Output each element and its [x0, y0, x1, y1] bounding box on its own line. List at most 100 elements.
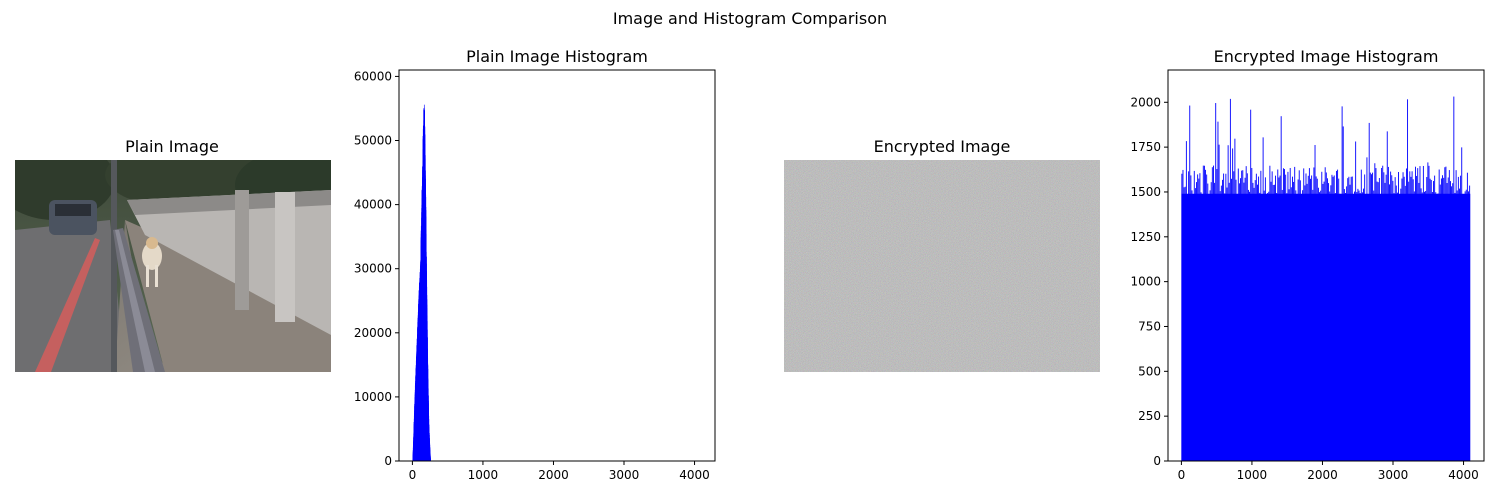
histogram-bar	[1244, 177, 1246, 461]
histogram-bar	[1386, 131, 1388, 461]
histogram-bar	[1290, 187, 1292, 461]
histogram-bar	[1295, 190, 1297, 462]
histogram-bar	[1369, 172, 1371, 461]
histogram-bar	[1355, 141, 1357, 461]
histogram-bar	[1288, 189, 1290, 461]
x-tick-label: 2000	[1307, 468, 1338, 482]
histogram-bar	[1305, 173, 1307, 461]
histogram-bar	[1439, 184, 1441, 461]
histogram-bar	[430, 458, 431, 461]
histogram-bar	[1223, 173, 1225, 461]
histogram-bar	[1211, 167, 1213, 462]
histogram-bar	[1401, 178, 1403, 461]
plain-histogram-xaxis: 0 1000 2000 3000 4000	[409, 461, 710, 482]
histogram-bar	[1328, 183, 1330, 461]
histogram-bar	[1363, 188, 1365, 461]
histogram-bar	[1201, 195, 1203, 461]
histogram-bar	[1243, 182, 1245, 461]
x-tick-label: 0	[1178, 468, 1186, 482]
histogram-bar	[1420, 188, 1422, 462]
histogram-bar	[430, 459, 431, 461]
histogram-bar	[1421, 192, 1423, 461]
y-tick-label: 50000	[354, 134, 392, 148]
histogram-bar	[1273, 184, 1275, 462]
histogram-bar	[1224, 193, 1226, 462]
histogram-bar	[1422, 165, 1424, 462]
histogram-bar	[1360, 169, 1362, 461]
plain-image-title: Plain Image	[125, 137, 219, 156]
histogram-bar	[1460, 175, 1462, 461]
histogram-bar	[1307, 175, 1309, 461]
histogram-bar	[1395, 185, 1397, 461]
histogram-bar	[1287, 171, 1289, 461]
histogram-bar	[1382, 165, 1384, 461]
histogram-bar	[1209, 190, 1211, 461]
histogram-bar	[1292, 176, 1293, 461]
histogram-bar	[1233, 171, 1235, 461]
histogram-bar	[1228, 182, 1230, 462]
histogram-bar	[1385, 174, 1387, 461]
histogram-bar	[1412, 179, 1414, 461]
histogram-bar	[1391, 175, 1393, 461]
histogram-bar	[1469, 185, 1471, 461]
y-tick-label: 40000	[354, 198, 392, 212]
histogram-bar	[1247, 189, 1249, 461]
plain-histogram-bars	[412, 104, 431, 462]
histogram-bar	[1192, 211, 1194, 461]
histogram-bar	[1306, 183, 1308, 461]
histogram-bar	[1444, 167, 1446, 461]
histogram-bar	[1299, 180, 1301, 461]
histogram-bar	[1264, 177, 1266, 462]
histogram-bar	[1356, 192, 1358, 461]
histogram-bar	[1261, 210, 1263, 461]
histogram-bar	[1410, 176, 1412, 461]
histogram-bar	[1196, 182, 1197, 462]
histogram-bar	[1418, 182, 1420, 461]
histogram-bar	[1428, 165, 1430, 461]
histogram-bar	[1207, 183, 1209, 461]
histogram-bar	[1456, 190, 1458, 461]
histogram-bar	[1185, 141, 1187, 461]
histogram-bar	[1455, 170, 1457, 461]
y-tick-label: 0	[384, 454, 392, 468]
histogram-bar	[1320, 190, 1322, 461]
encrypted-histogram-bars	[1181, 96, 1471, 462]
x-tick-label: 0	[409, 468, 417, 482]
x-tick-label: 4000	[1448, 468, 1479, 482]
histogram-bar	[1213, 165, 1214, 462]
histogram-bar	[1198, 178, 1200, 462]
histogram-bar	[1390, 171, 1392, 462]
y-tick-label: 500	[1138, 364, 1161, 378]
histogram-bar	[1372, 172, 1374, 462]
plain-histogram-title: Plain Image Histogram	[466, 47, 648, 66]
histogram-bar	[1351, 176, 1353, 462]
histogram-bar	[1468, 191, 1469, 461]
histogram-bar	[1310, 178, 1311, 461]
histogram-bar	[1188, 171, 1190, 461]
histogram-bar	[1219, 191, 1221, 461]
histogram-bar	[1435, 192, 1437, 462]
histogram-bar	[1277, 169, 1279, 461]
histogram-bar	[1321, 171, 1323, 461]
histogram-bar	[1446, 183, 1448, 461]
y-tick-label: 2000	[1130, 95, 1161, 109]
histogram-bar	[1234, 138, 1236, 461]
histogram-bar	[1431, 192, 1433, 462]
histogram-bar	[1376, 181, 1378, 461]
histogram-bar	[1415, 166, 1416, 462]
histogram-bar	[1253, 187, 1255, 461]
histogram-bar	[1368, 122, 1370, 462]
histogram-bar	[1323, 181, 1325, 461]
histogram-bar	[1465, 189, 1467, 461]
x-tick-label: 3000	[609, 468, 640, 482]
histogram-bar	[1413, 191, 1415, 462]
histogram-bar	[1272, 184, 1274, 462]
x-tick-label: 4000	[679, 468, 710, 482]
histogram-bar	[1304, 185, 1306, 462]
histogram-bar	[1443, 177, 1445, 461]
histogram-bar	[1182, 169, 1184, 461]
plain-histogram-panel: Plain Image Histogram 0 1000 2000 3000 4000 …	[354, 47, 716, 482]
histogram-bar	[1260, 170, 1262, 461]
histogram-bar	[1364, 174, 1366, 461]
histogram-bar	[1303, 168, 1305, 461]
